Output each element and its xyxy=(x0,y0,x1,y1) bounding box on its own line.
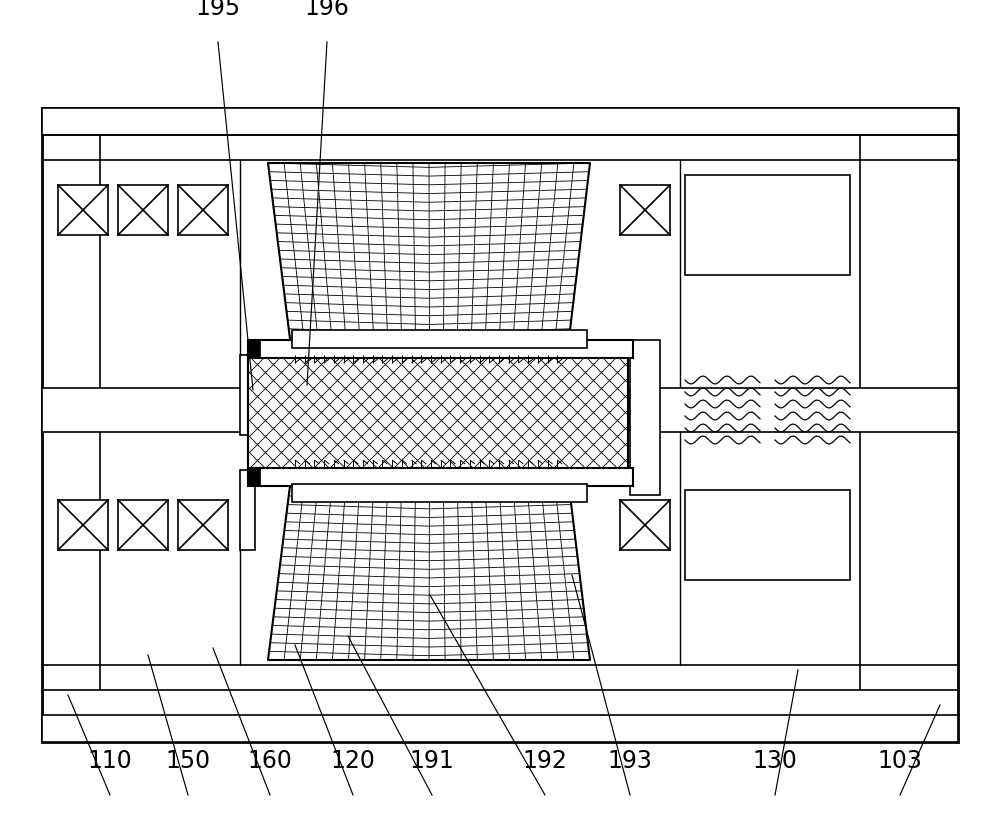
Bar xyxy=(248,468,260,486)
Bar xyxy=(240,470,255,550)
Bar xyxy=(42,715,958,742)
Text: 120: 120 xyxy=(331,749,375,773)
Bar xyxy=(58,500,108,550)
Bar xyxy=(58,185,108,235)
Text: 195: 195 xyxy=(195,0,241,20)
Bar xyxy=(685,175,850,275)
Bar xyxy=(685,490,850,580)
Polygon shape xyxy=(268,470,590,660)
Bar xyxy=(620,185,670,235)
Bar xyxy=(248,340,633,358)
Text: 130: 130 xyxy=(753,749,797,773)
Bar xyxy=(248,355,628,470)
Text: 196: 196 xyxy=(305,0,349,20)
Text: 110: 110 xyxy=(88,749,132,773)
Bar xyxy=(630,388,958,432)
Text: 150: 150 xyxy=(165,749,211,773)
Bar xyxy=(42,108,958,135)
Bar xyxy=(240,355,255,435)
Bar xyxy=(178,500,228,550)
Bar xyxy=(292,330,587,348)
Bar xyxy=(42,108,958,742)
Bar xyxy=(118,185,168,235)
Bar xyxy=(248,340,260,358)
Text: 192: 192 xyxy=(523,749,567,773)
Bar xyxy=(178,185,228,235)
Bar xyxy=(248,468,633,486)
Polygon shape xyxy=(268,163,590,355)
Text: 191: 191 xyxy=(410,749,454,773)
Text: 103: 103 xyxy=(878,749,922,773)
Text: 193: 193 xyxy=(608,749,652,773)
Text: 160: 160 xyxy=(248,749,292,773)
Bar xyxy=(292,484,587,502)
Bar xyxy=(42,388,297,432)
Bar xyxy=(118,500,168,550)
Bar xyxy=(630,340,660,495)
Bar xyxy=(620,500,670,550)
